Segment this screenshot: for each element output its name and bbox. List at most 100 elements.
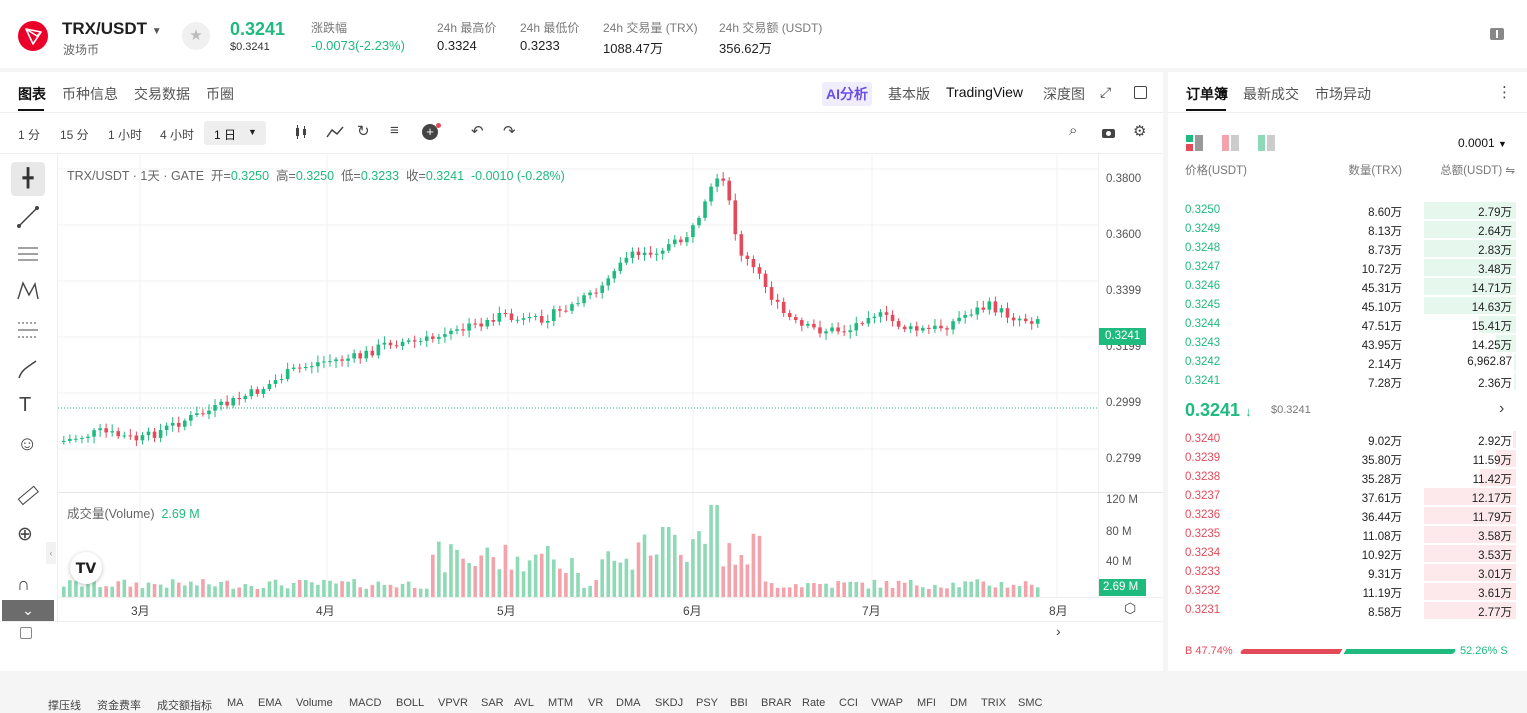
tradingview-logo[interactable]: 𝗧𝗩 (70, 552, 102, 584)
tab-orderbook[interactable]: 订单簿 (1186, 86, 1228, 102)
redo-icon[interactable]: ↷ (503, 123, 516, 140)
header-total[interactable]: 总额(USDT) ⇋ (1440, 162, 1515, 178)
indicator-8[interactable]: VPVR (438, 697, 468, 709)
view-asks-icon[interactable] (1222, 135, 1239, 154)
orderbook-row[interactable]: 0.3241 7.28万 2.36万 (1168, 372, 1527, 391)
orderbook-row[interactable]: 0.3248 8.73万 2.83万 (1168, 239, 1527, 258)
ob-last-price[interactable]: 0.3241 ↓ (1185, 400, 1252, 421)
interval-1h[interactable]: 1 小时 (108, 128, 143, 142)
mode-depth[interactable]: 深度图 (1043, 86, 1085, 102)
expand-icon[interactable]: ⤢ (1100, 84, 1112, 100)
collapse-side-button[interactable]: ‹ (46, 542, 56, 564)
pattern-icon[interactable] (16, 279, 40, 306)
interval-4h[interactable]: 4 小时 (160, 128, 195, 142)
settings-icon[interactable]: ⚙ (1133, 123, 1147, 140)
indicator-20[interactable]: VWAP (871, 697, 903, 709)
price-axis[interactable]: 0.3800 0.3600 0.3399 0.3199 0.2999 0.279… (1098, 154, 1163, 492)
search-icon[interactable]: ⌕ (1069, 122, 1078, 139)
orderbook-row[interactable]: 0.3240 9.02万 2.92万 (1168, 430, 1527, 449)
chevron-right-icon[interactable]: › (1499, 400, 1505, 417)
indicator-7[interactable]: BOLL (396, 697, 425, 709)
favorite-star-button[interactable]: ★ (182, 22, 210, 50)
tab-latest-trades[interactable]: 最新成交 (1243, 86, 1299, 102)
orderbook-row[interactable]: 0.3239 35.80万 11.59万 (1168, 449, 1527, 468)
indicator-3[interactable]: MA (227, 697, 244, 709)
indicators-icon[interactable] (326, 125, 344, 142)
orderbook-row[interactable]: 0.3247 10.72万 3.48万 (1168, 258, 1527, 277)
undo-icon[interactable]: ↶ (471, 123, 484, 140)
interval-1m[interactable]: 1 分 (18, 128, 41, 142)
book-icon[interactable] (1488, 27, 1506, 43)
time-axis[interactable] (58, 597, 1163, 621)
orderbook-row[interactable]: 0.3244 47.51万 15.41万 (1168, 315, 1527, 334)
orderbook-row[interactable]: 0.3231 8.58万 2.77万 (1168, 601, 1527, 620)
view-bids-icon[interactable] (1258, 135, 1275, 154)
templates-icon[interactable]: ≡ (390, 122, 399, 139)
candle-type-icon[interactable] (294, 125, 310, 143)
text-tool-icon[interactable]: T (19, 394, 32, 416)
indicator-17[interactable]: BRAR (761, 697, 792, 709)
orderbook-row[interactable]: 0.3250 8.60万 2.79万 (1168, 201, 1527, 220)
camera-icon[interactable] (1101, 127, 1116, 142)
indicator-21[interactable]: MFI (917, 697, 936, 709)
indicator-2[interactable]: 成交额指标 (157, 700, 212, 712)
volume-axis[interactable]: 120 M 80 M 40 M 2.69 M (1098, 493, 1163, 597)
orderbook-row[interactable]: 0.3233 9.31万 3.01万 (1168, 563, 1527, 582)
indicator-0[interactable]: 撑压线 (48, 700, 81, 712)
emoji-icon[interactable]: ☺ (17, 433, 38, 455)
orderbook-row[interactable]: 0.3237 37.61万 12.17万 (1168, 487, 1527, 506)
orderbook-row[interactable]: 0.3242 2.14万 6,962.87 (1168, 353, 1527, 372)
precision-select[interactable]: 0.0001 ▼ (1458, 136, 1507, 150)
tab-market-movers[interactable]: 市场异动 (1315, 86, 1371, 102)
orderbook-row[interactable]: 0.3245 45.10万 14.63万 (1168, 296, 1527, 315)
tab-chart[interactable]: 图表 (18, 86, 46, 102)
orderbook-row[interactable]: 0.3249 8.13万 2.64万 (1168, 220, 1527, 239)
orderbook-row[interactable]: 0.3234 10.92万 3.53万 (1168, 544, 1527, 563)
indicator-18[interactable]: Rate (802, 697, 826, 709)
fib-lines-icon[interactable] (16, 242, 40, 269)
volume-chart[interactable] (58, 493, 1098, 597)
zoom-in-icon[interactable]: ⊕ (17, 524, 33, 545)
indicator-12[interactable]: VR (588, 697, 604, 709)
interval-15m[interactable]: 15 分 (60, 128, 89, 142)
indicator-9[interactable]: SAR (481, 697, 504, 709)
ai-analysis-button[interactable]: AI分析 (822, 82, 872, 106)
crosshair-tool[interactable]: ╋ (11, 162, 45, 196)
orderbook-row[interactable]: 0.3235 11.08万 3.58万 (1168, 525, 1527, 544)
chart-settings-icon[interactable]: ⬡ (1124, 600, 1137, 616)
trendline-icon[interactable] (16, 205, 40, 232)
indicator-6[interactable]: MACD (349, 697, 382, 709)
indicator-13[interactable]: DMA (616, 697, 641, 709)
orderbook-row[interactable]: 0.3232 11.19万 3.61万 (1168, 582, 1527, 601)
indicator-24[interactable]: SMC (1018, 697, 1043, 709)
indicator-4[interactable]: EMA (258, 697, 282, 709)
indicator-16[interactable]: BBI (730, 697, 748, 709)
candlestick-chart[interactable] (58, 154, 1098, 492)
indicator-next-icon[interactable]: › (1056, 623, 1061, 639)
indicator-10[interactable]: AVL (514, 697, 534, 709)
indicator-14[interactable]: SKDJ (655, 697, 684, 709)
indicator-11[interactable]: MTM (548, 697, 574, 709)
tab-coin-info[interactable]: 币种信息 (62, 86, 118, 102)
mode-basic[interactable]: 基本版 (888, 86, 930, 102)
indicator-15[interactable]: PSY (696, 697, 719, 709)
pair-selector[interactable]: TRX/USDT ▼ (62, 19, 162, 39)
tab-coin-circle[interactable]: 币圈 (206, 86, 234, 102)
replay-icon[interactable]: ↻ (357, 123, 370, 140)
brush-icon[interactable] (16, 357, 40, 384)
more-icon[interactable]: ⋮ (1497, 84, 1512, 101)
tab-trade-data[interactable]: 交易数据 (134, 86, 190, 102)
magnet-icon[interactable]: ∩ (17, 574, 30, 594)
indicator-22[interactable]: DM (950, 697, 968, 709)
indicator-19[interactable]: CCI (839, 697, 858, 709)
orderbook-row[interactable]: 0.3246 45.31万 14.71万 (1168, 277, 1527, 296)
interval-1d-selected[interactable]: 1 日 ▼ (204, 121, 266, 145)
collapse-toolbar-button[interactable]: ⌄ (2, 600, 54, 622)
indicator-23[interactable]: TRIX (981, 697, 1007, 709)
fullscreen-icon[interactable] (1134, 86, 1147, 99)
indicator-5[interactable]: Volume (296, 697, 333, 709)
projection-icon[interactable] (16, 318, 40, 345)
mode-tradingview[interactable]: TradingView (946, 84, 1024, 100)
orderbook-row[interactable]: 0.3238 35.28万 11.42万 (1168, 468, 1527, 487)
add-alert-icon[interactable]: + (422, 124, 438, 140)
